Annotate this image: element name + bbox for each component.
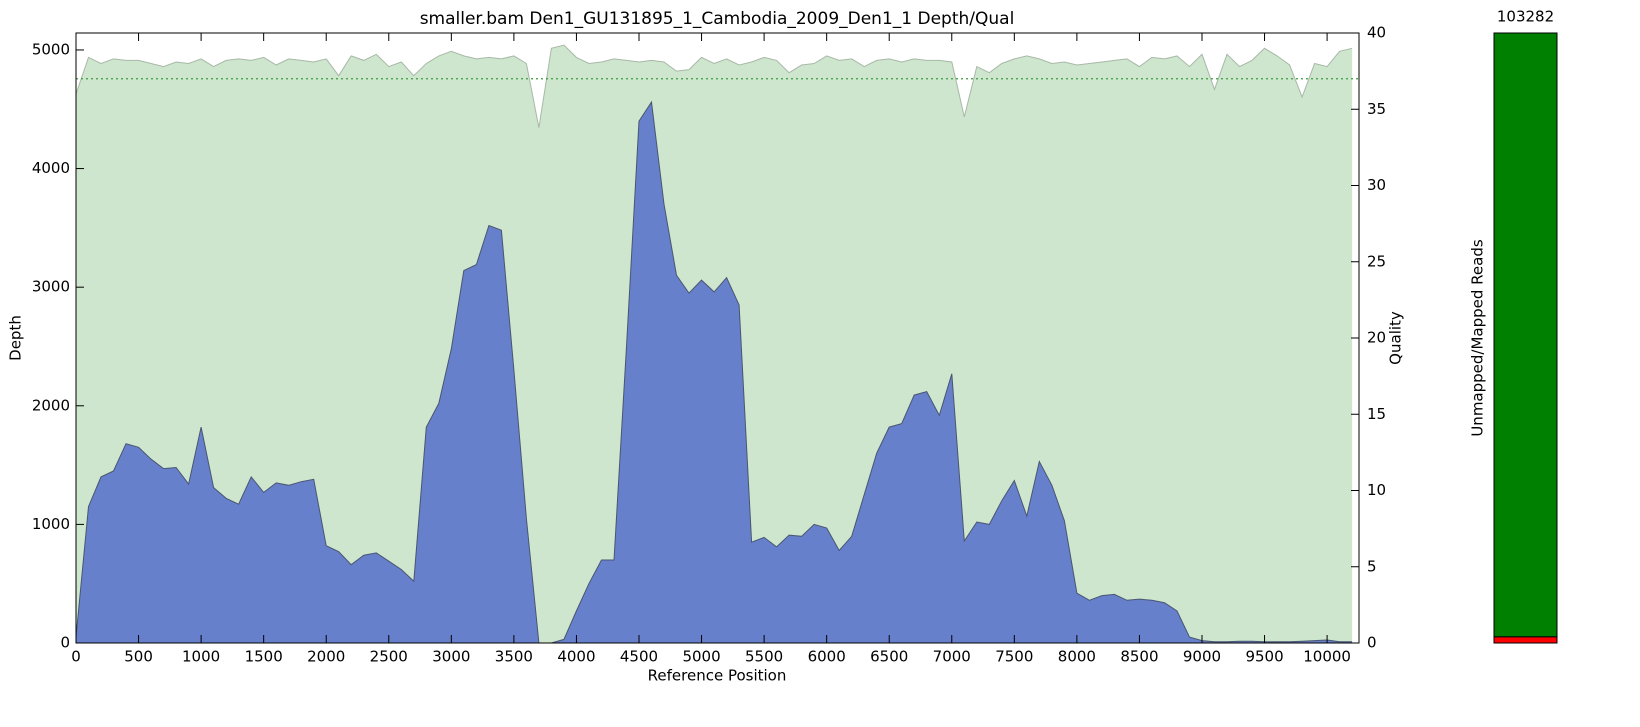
- x-tick-label: 5500: [745, 648, 783, 666]
- depth-plot: [75, 44, 1359, 644]
- x-tick-label: 1000: [182, 648, 220, 666]
- y-tick-label: 4000: [32, 159, 70, 177]
- y-tick-label: 1000: [32, 515, 70, 533]
- y2-tick-label: 35: [1367, 100, 1386, 118]
- x-tick-label: 8500: [1120, 648, 1158, 666]
- x-tick-label: 0: [71, 648, 81, 666]
- bar-axis-label: Unmapped/Mapped Reads: [1469, 239, 1487, 437]
- x-tick-label: 2500: [370, 648, 408, 666]
- y2-tick-label: 15: [1367, 405, 1386, 423]
- x-tick-label: 6000: [808, 648, 846, 666]
- y-tick-label: 5000: [32, 40, 70, 58]
- chart-title: smaller.bam Den1_GU131895_1_Cambodia_200…: [420, 9, 1015, 29]
- y-tick-label: 0: [60, 634, 70, 652]
- area-line: [75, 100, 1353, 644]
- y-tick-label: 2000: [32, 396, 70, 414]
- x-tick-label: 4000: [557, 648, 595, 666]
- x-tick-label: 9000: [1183, 648, 1221, 666]
- y2-tick-label: 30: [1367, 176, 1386, 194]
- y-axis-label: Depth: [7, 315, 25, 361]
- y2-tick-label: 5: [1367, 557, 1377, 575]
- y2-axis-label: Quality: [1387, 311, 1405, 365]
- x-tick-label: 3500: [495, 648, 533, 666]
- x-tick-label: 9500: [1245, 648, 1283, 666]
- area-line: [75, 44, 1353, 128]
- x-tick-label: 8000: [1058, 648, 1096, 666]
- x-tick-label: 2000: [307, 648, 345, 666]
- y2-tick-label: 10: [1367, 481, 1386, 499]
- y2-tick-label: 20: [1367, 329, 1386, 347]
- x-tick-label: 5000: [682, 648, 720, 666]
- y-tick-label: 3000: [32, 278, 70, 296]
- x-tick-label: 7500: [995, 648, 1033, 666]
- x-tick-label: 3000: [432, 648, 470, 666]
- x-tick-label: 1500: [245, 648, 283, 666]
- x-tick-label: 4500: [620, 648, 658, 666]
- x-tick-label: 6500: [870, 648, 908, 666]
- y2-tick-label: 25: [1367, 252, 1386, 270]
- bar-value-label: 103282: [1497, 8, 1554, 26]
- x-tick-label: 500: [124, 648, 153, 666]
- area-fill: [76, 102, 1353, 644]
- bar-segment: [1493, 636, 1558, 644]
- bar-segment: [1493, 32, 1558, 638]
- y2-tick-label: 0: [1367, 634, 1377, 652]
- y2-tick-label: 40: [1367, 24, 1386, 42]
- x-tick-label: 7000: [933, 648, 971, 666]
- x-axis-label: Reference Position: [648, 667, 787, 685]
- x-tick-label: 10000: [1303, 648, 1351, 666]
